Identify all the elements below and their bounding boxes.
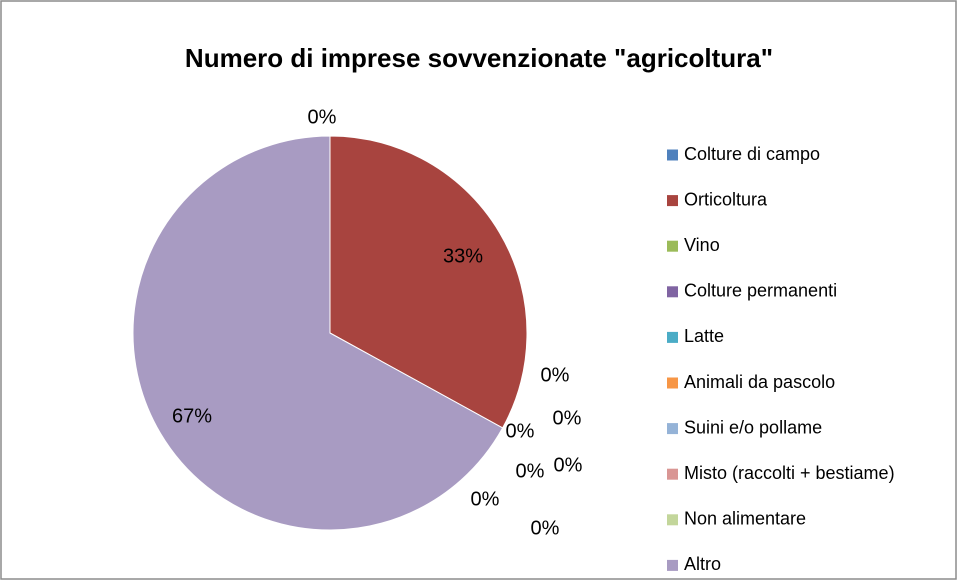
chart-title: Numero di imprese sovvenzionate "agricol… [185, 43, 773, 73]
legend-label: Animali da pascolo [684, 372, 835, 392]
legend-label: Suini e/o pollame [684, 417, 822, 437]
data-label: 33% [443, 245, 483, 267]
legend-label: Vino [684, 235, 720, 255]
legend-label: Misto (raccolti + bestiame) [684, 463, 895, 483]
legend-swatch [667, 468, 678, 480]
legend-swatch [667, 240, 678, 252]
legend-label: Non alimentare [684, 509, 806, 529]
pie-slice [329, 135, 528, 429]
data-label: 0% [531, 517, 560, 539]
data-label: 0% [471, 488, 500, 510]
data-label: 0% [541, 364, 570, 386]
legend-swatch [667, 377, 678, 389]
legend-swatch [667, 514, 678, 526]
legend-swatch [667, 195, 678, 207]
legend-swatch [667, 149, 678, 161]
data-label: 0% [506, 420, 535, 442]
legend-label: Altro [684, 554, 721, 574]
legend-swatch [667, 286, 678, 298]
legend-swatch [667, 423, 678, 435]
legend-label: Colture permanenti [684, 281, 837, 301]
data-label: 0% [308, 106, 337, 128]
legend-swatch [667, 559, 678, 571]
data-label: 0% [516, 460, 545, 482]
data-label: 0% [554, 454, 583, 476]
legend-label: Latte [684, 326, 724, 346]
data-label: 0% [553, 407, 582, 429]
pie-slice [132, 135, 504, 531]
data-label: 67% [172, 405, 212, 427]
legend-swatch [667, 331, 678, 343]
legend-label: Orticoltura [684, 189, 768, 209]
legend-label: Colture di campo [684, 144, 820, 164]
